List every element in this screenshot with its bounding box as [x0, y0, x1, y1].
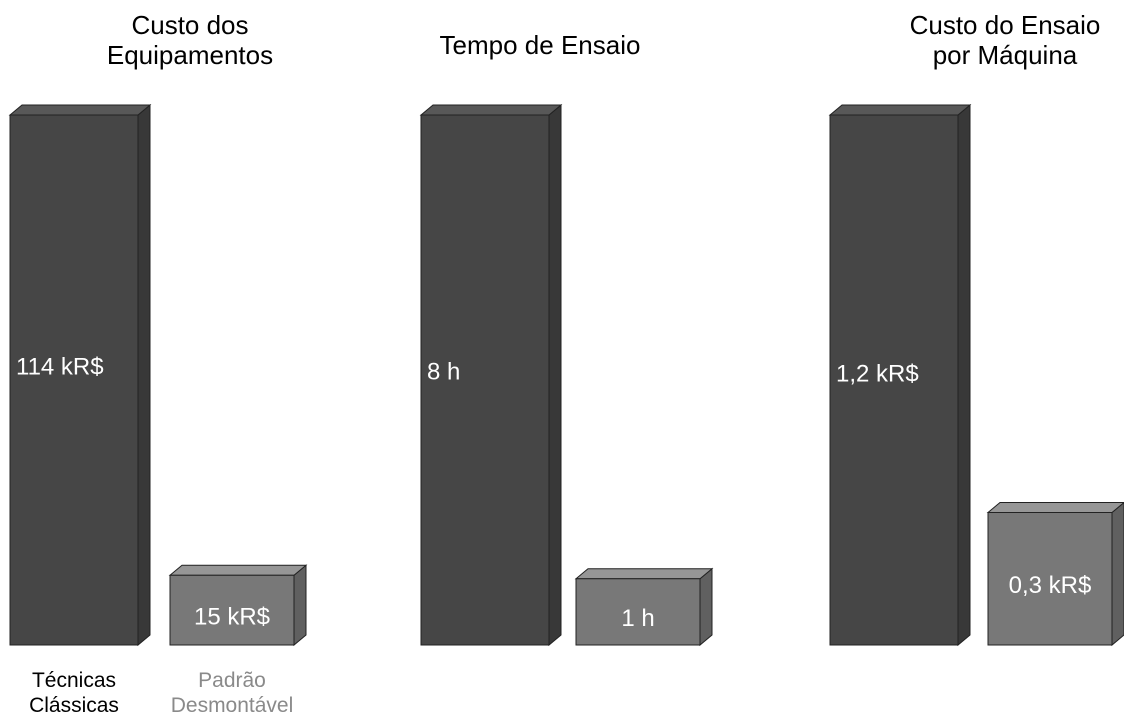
value-label: 114 kR$ — [16, 353, 104, 380]
category-label: Padrão Desmontável — [170, 669, 294, 717]
value-label: 1,2 kR$ — [836, 360, 919, 387]
bar — [420, 114, 550, 646]
bar — [829, 114, 959, 646]
bar-side — [957, 103, 971, 647]
bar-top — [986, 502, 1124, 513]
bar — [575, 578, 701, 646]
bar-top — [8, 104, 152, 116]
bar-top — [574, 568, 714, 580]
value-label: 15 kR$ — [194, 603, 270, 630]
bar-top — [419, 104, 563, 116]
bar — [9, 114, 139, 646]
bar-side — [293, 564, 307, 647]
value-label: 0,3 kR$ — [1009, 572, 1092, 599]
value-label: 1 h — [621, 605, 654, 632]
chart-title: Custo do Ensaio por Máquina — [909, 10, 1101, 70]
value-label: 8 h — [427, 358, 460, 385]
bar-side — [548, 103, 562, 647]
chart-title: Tempo de Ensaio — [439, 30, 641, 60]
bar-side — [699, 567, 713, 647]
bar — [987, 512, 1113, 646]
chart-title: Custo dos Equipamentos — [106, 10, 274, 70]
category-label: Técnicas Clássicas — [29, 669, 119, 717]
bar-top — [168, 564, 308, 576]
bar-side — [137, 103, 151, 647]
bar — [169, 574, 295, 646]
bar-top — [828, 104, 972, 116]
bar-side — [1111, 501, 1124, 647]
